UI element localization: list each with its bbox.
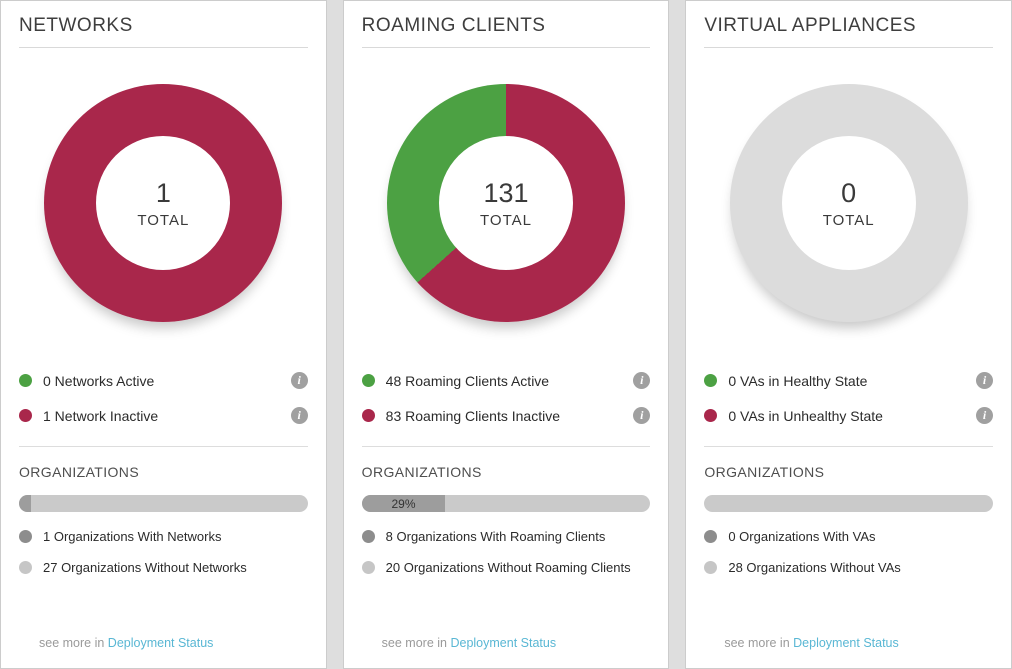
donut-center: 0 TOTAL xyxy=(781,136,916,270)
legend-row-inactive: 1 Network Inactive i xyxy=(19,407,308,424)
donut-total-label: TOTAL xyxy=(480,211,532,229)
legend-label: 1 Network Inactive xyxy=(43,407,159,424)
see-more-prefix: see more in xyxy=(381,636,447,650)
legend-label: 0 Networks Active xyxy=(43,372,155,389)
org-label: 27 Organizations Without Networks xyxy=(43,560,247,575)
without-dot-icon xyxy=(19,561,32,574)
info-icon[interactable]: i xyxy=(976,407,994,424)
org-with-row: 8 Organizations With Roaming Clients xyxy=(361,529,651,544)
networks-card: NETWORKS 1 TOTAL 0 Networks Active i 1 N… xyxy=(0,0,327,669)
legend-label: 0 VAs in Healthy State xyxy=(728,372,868,389)
progress-percent-label: 29% xyxy=(391,496,416,511)
donut-total-value: 1 xyxy=(155,177,171,208)
active-status-dot-icon xyxy=(361,374,375,387)
status-legend: 0 Networks Active i 1 Network Inactive i xyxy=(19,372,308,442)
card-title: VIRTUAL APPLIANCES xyxy=(704,15,994,48)
org-without-row: 27 Organizations Without Networks xyxy=(19,560,308,575)
roaming-clients-card: ROAMING CLIENTS 131 TOTAL 48 Roaming Cli… xyxy=(342,0,670,669)
active-status-dot-icon xyxy=(19,374,32,387)
org-with-row: 1 Organizations With Networks xyxy=(19,529,308,544)
card-title: ROAMING CLIENTS xyxy=(361,15,651,48)
legend-row-unhealthy: 0 VAs in Unhealthy State i xyxy=(704,407,994,424)
legend-row-healthy: 0 VAs in Healthy State i xyxy=(704,372,994,389)
legend-row-active: 0 Networks Active i xyxy=(19,372,308,389)
deployment-status-link[interactable]: Deployment Status xyxy=(107,636,214,650)
organizations-progress-bar xyxy=(704,495,994,512)
donut-total-value: 0 xyxy=(841,177,857,208)
org-label: 28 Organizations Without VAs xyxy=(728,560,901,575)
with-dot-icon xyxy=(361,530,375,543)
virtual-appliances-donut-chart: 0 TOTAL xyxy=(729,84,968,322)
see-more-prefix: see more in xyxy=(39,636,105,650)
see-more-text: see more in Deployment Status xyxy=(19,630,308,658)
deployment-status-link[interactable]: Deployment Status xyxy=(450,636,557,650)
without-dot-icon xyxy=(704,561,718,574)
organizations-heading: ORGANIZATIONS xyxy=(19,464,140,480)
info-icon[interactable]: i xyxy=(290,372,308,389)
donut-center: 1 TOTAL xyxy=(96,136,231,270)
legend-label: 48 Roaming Clients Active xyxy=(385,372,550,389)
card-title: NETWORKS xyxy=(19,15,308,48)
see-more-text: see more in Deployment Status xyxy=(704,630,993,658)
roaming-clients-donut-chart: 131 TOTAL xyxy=(387,84,625,322)
divider xyxy=(704,446,994,447)
org-with-row: 0 Organizations With VAs xyxy=(704,529,993,544)
org-label: 0 Organizations With VAs xyxy=(728,529,876,544)
status-legend: 0 VAs in Healthy State i 0 VAs in Unheal… xyxy=(704,372,994,442)
info-icon[interactable]: i xyxy=(290,407,308,424)
donut-chart-area: 1 TOTAL xyxy=(19,84,308,322)
donut-chart-area: 0 TOTAL xyxy=(704,84,993,322)
networks-donut-chart: 1 TOTAL xyxy=(44,84,283,322)
status-legend: 48 Roaming Clients Active i 83 Roaming C… xyxy=(361,372,651,442)
organizations-heading: ORGANIZATIONS xyxy=(361,464,482,480)
see-more-text: see more in Deployment Status xyxy=(362,630,651,658)
legend-label: 0 VAs in Unhealthy State xyxy=(728,407,883,424)
organizations-heading: ORGANIZATIONS xyxy=(704,464,825,480)
donut-total-label: TOTAL xyxy=(137,211,190,229)
donut-center: 131 TOTAL xyxy=(439,136,573,270)
org-without-row: 20 Organizations Without Roaming Clients xyxy=(361,560,651,575)
with-dot-icon xyxy=(19,530,32,543)
donut-total-value: 131 xyxy=(483,177,529,208)
legend-label: 83 Roaming Clients Inactive xyxy=(385,407,560,424)
without-dot-icon xyxy=(361,561,375,574)
org-label: 20 Organizations Without Roaming Clients xyxy=(385,560,631,575)
inactive-status-dot-icon xyxy=(19,409,32,422)
info-icon[interactable]: i xyxy=(976,372,994,389)
info-icon[interactable]: i xyxy=(633,407,651,424)
divider xyxy=(19,446,308,447)
unhealthy-status-dot-icon xyxy=(704,409,718,422)
progress-fill: 29% xyxy=(361,495,446,512)
legend-row-inactive: 83 Roaming Clients Inactive i xyxy=(361,407,651,424)
healthy-status-dot-icon xyxy=(704,374,718,387)
org-label: 8 Organizations With Roaming Clients xyxy=(385,529,606,544)
inactive-status-dot-icon xyxy=(361,409,375,422)
donut-total-label: TOTAL xyxy=(822,211,875,229)
deployment-status-link[interactable]: Deployment Status xyxy=(793,636,899,650)
organizations-progress-bar: 29% xyxy=(361,495,651,512)
donut-chart-area: 131 TOTAL xyxy=(362,84,651,322)
virtual-appliances-card: VIRTUAL APPLIANCES 0 TOTAL 0 VAs in Heal… xyxy=(685,0,1012,669)
see-more-prefix: see more in xyxy=(724,636,790,650)
org-label: 1 Organizations With Networks xyxy=(43,529,222,544)
org-without-row: 28 Organizations Without VAs xyxy=(704,560,993,575)
info-icon[interactable]: i xyxy=(633,372,651,389)
legend-row-active: 48 Roaming Clients Active i xyxy=(361,372,651,389)
organizations-progress-bar xyxy=(19,495,308,512)
divider xyxy=(361,446,651,447)
with-dot-icon xyxy=(704,530,718,543)
progress-fill xyxy=(19,495,31,512)
